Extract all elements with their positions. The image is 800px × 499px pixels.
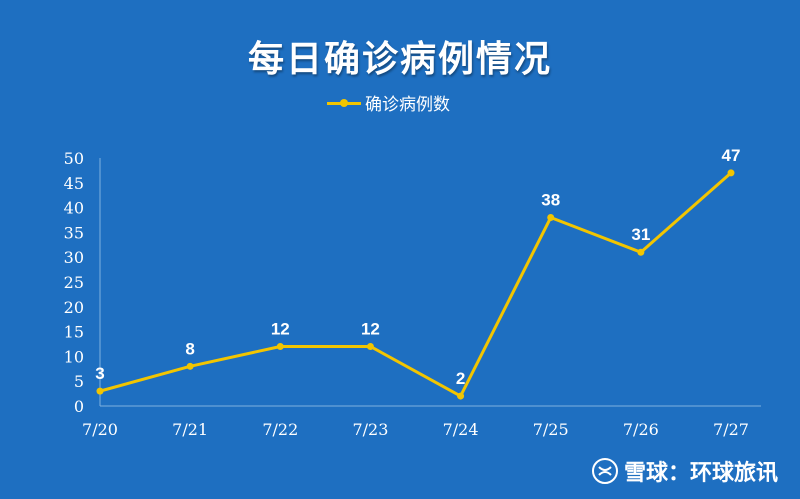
y-tick-label: 20 — [64, 298, 84, 317]
legend-label: 确诊病例数 — [365, 95, 450, 115]
axes: 0 5 10 15 20 25 30 35 40 45 50 7/20 7/21 7/22 7/23 7/24… — [64, 149, 761, 439]
y-tick-label: 50 — [64, 149, 84, 168]
data-point — [637, 248, 645, 256]
data-label: 12 — [271, 319, 290, 338]
data-point — [457, 392, 465, 400]
data-label: 31 — [631, 225, 650, 244]
y-tick-label: 30 — [64, 248, 84, 267]
y-tick-label: 10 — [64, 347, 84, 366]
y-tick-label: 35 — [64, 223, 84, 242]
x-tick-label: 7/23 — [352, 420, 388, 439]
x-tick-label: 7/25 — [533, 420, 569, 439]
watermark-text: 雪球：环球旅讯 — [623, 461, 778, 486]
y-tick-label: 25 — [64, 273, 84, 292]
y-tick-label: 15 — [64, 323, 84, 342]
data-point — [727, 169, 735, 177]
data-label: 47 — [722, 146, 741, 165]
x-tick-label: 7/20 — [82, 420, 118, 439]
x-tick-label: 7/21 — [172, 420, 208, 439]
snowball-logo-icon — [591, 458, 618, 484]
data-point — [276, 342, 284, 350]
y-tick-label: 40 — [64, 199, 84, 218]
data-point — [96, 387, 104, 395]
data-label: 8 — [185, 339, 194, 358]
data-label: 3 — [95, 364, 104, 383]
data-point — [366, 342, 374, 350]
data-point — [547, 214, 555, 222]
y-tick-label: 45 — [64, 174, 84, 193]
legend-swatch — [327, 94, 361, 112]
legend: 确诊病例数 — [327, 90, 450, 115]
data-label: 38 — [541, 191, 560, 210]
x-tick-label: 7/26 — [623, 420, 659, 439]
series-line — [99, 171, 732, 398]
y-tick-label: 5 — [74, 372, 84, 391]
data-point — [186, 362, 194, 370]
x-tick-label: 7/27 — [713, 420, 749, 439]
chart-title: 每日确诊病例情况 — [247, 39, 552, 80]
y-tick-label: 0 — [74, 397, 84, 416]
data-label: 2 — [456, 369, 465, 388]
x-tick-label: 7/22 — [262, 420, 298, 439]
data-label: 12 — [361, 319, 380, 338]
x-tick-label: 7/24 — [443, 420, 479, 439]
series-layer — [96, 169, 735, 400]
watermark: 雪球：环球旅讯 — [591, 455, 778, 487]
